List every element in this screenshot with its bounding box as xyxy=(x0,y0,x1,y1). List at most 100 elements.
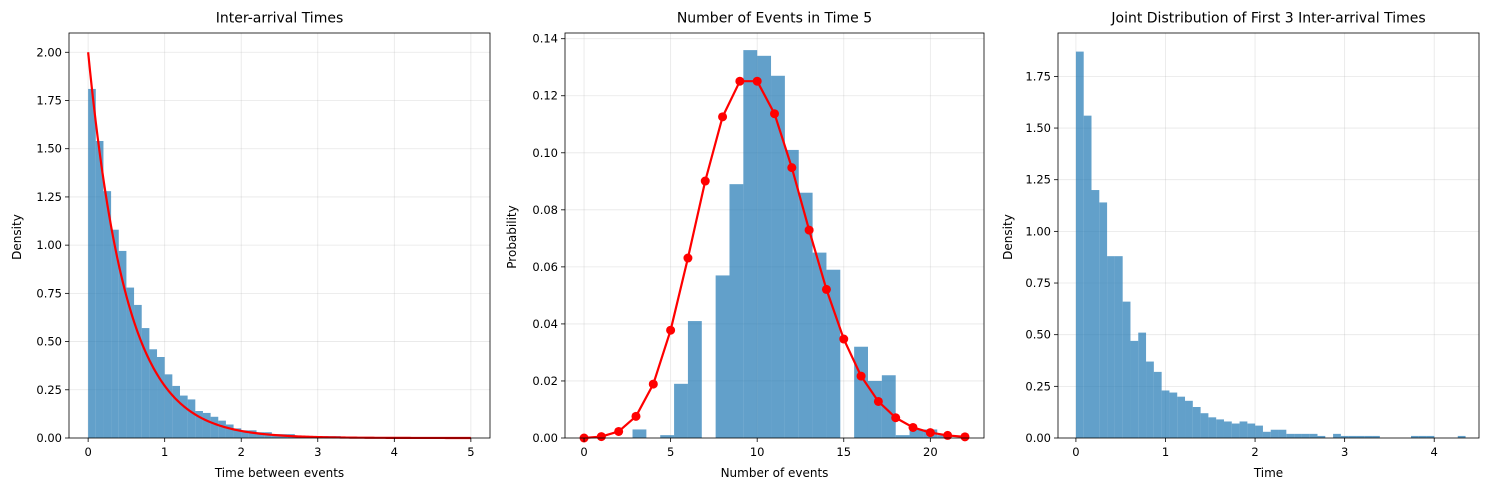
histogram-bar xyxy=(1075,51,1084,439)
histogram-bar xyxy=(1317,435,1326,438)
histogram-bar xyxy=(826,269,841,438)
joint-distribution-chart: Joint Distribution of First 3 Inter-arri… xyxy=(1001,11,1480,480)
x-tick-label: 5 xyxy=(467,445,474,459)
histogram-bar xyxy=(1146,361,1154,438)
histogram-bar xyxy=(88,88,96,438)
histogram-bar xyxy=(715,275,730,438)
data-point xyxy=(666,325,676,335)
histogram-bar xyxy=(1301,433,1310,438)
histogram-bar xyxy=(1185,400,1193,438)
histogram-bar xyxy=(225,424,234,438)
x-tick-label: 2 xyxy=(1251,445,1258,459)
histogram-bar xyxy=(1278,429,1287,438)
histogram-bar xyxy=(164,374,173,438)
histogram-bar xyxy=(210,416,219,438)
y-tick-label: 1.25 xyxy=(36,190,62,204)
y-tick-label: 1.50 xyxy=(1025,121,1051,135)
plot-frame xyxy=(1057,32,1480,439)
y-tick-label: 0.00 xyxy=(36,431,62,445)
histogram-bar xyxy=(1192,407,1201,438)
y-tick-label: 0.00 xyxy=(532,431,558,445)
histogram-bar xyxy=(798,192,813,438)
data-point xyxy=(718,112,728,122)
histogram-bar xyxy=(729,184,744,438)
histogram-bar xyxy=(134,304,142,438)
histogram-bar xyxy=(1286,433,1295,438)
axes: 0 1 2 3 4 0.00 0.25 0.50 0.75 1.00 1.25 1.50 1.75 xyxy=(1025,32,1480,459)
histogram-bar xyxy=(1411,435,1419,438)
y-tick-label: 0.02 xyxy=(532,374,558,388)
data-point xyxy=(925,428,935,438)
histogram-bar xyxy=(1372,435,1380,438)
histogram-bar xyxy=(1340,435,1349,438)
y-tick-label: 0.08 xyxy=(532,203,558,217)
y-tick-label: 0.04 xyxy=(532,317,558,331)
histogram-bar xyxy=(1255,425,1263,438)
histogram-bar xyxy=(1294,433,1302,438)
histogram-bars xyxy=(632,50,952,439)
y-tick-label: 2.00 xyxy=(36,45,62,59)
histogram-bar xyxy=(1122,301,1131,438)
y-tick-label: 1.75 xyxy=(36,94,62,108)
axes: 0 5 10 15 20 0.00 0.02 0.04 0.06 0.08 0.10 0.12 0.14 xyxy=(532,32,985,459)
histogram-bar xyxy=(248,430,257,438)
histogram-bar xyxy=(1099,202,1108,438)
histogram-bar xyxy=(1107,256,1115,438)
y-tick-label: 0.75 xyxy=(1025,276,1051,290)
histogram-bar xyxy=(1333,433,1341,438)
histogram-bar xyxy=(1457,435,1466,438)
y-tick-label: 1.00 xyxy=(1025,224,1051,238)
histogram-bar xyxy=(854,346,868,438)
histogram-bar xyxy=(1091,190,1100,438)
data-point xyxy=(700,176,710,186)
histogram-bar xyxy=(1231,423,1240,438)
chart-title: Number of Events in Time 5 xyxy=(677,11,872,27)
histogram-bar xyxy=(218,420,226,438)
histogram-bar xyxy=(233,428,242,438)
y-axis-label: Density xyxy=(10,214,24,260)
x-tick-label: 10 xyxy=(750,445,765,459)
x-tick-label: 15 xyxy=(836,445,851,459)
x-axis-label: Time between events xyxy=(214,466,344,480)
data-point xyxy=(873,396,883,406)
data-point xyxy=(804,225,814,235)
histogram-bar xyxy=(743,50,758,439)
histogram-bar xyxy=(103,191,112,438)
histogram-bar xyxy=(1426,435,1435,438)
y-tick-label: 0.50 xyxy=(1025,328,1051,342)
y-tick-label: 1.50 xyxy=(36,142,62,156)
grid xyxy=(69,33,490,439)
overlay xyxy=(579,76,970,443)
histogram-bar xyxy=(1083,115,1092,438)
x-tick-label: 4 xyxy=(1431,445,1438,459)
axes: 0 1 2 3 4 5 0.00 0.25 0.50 0.75 1.00 1.25 1.50 1.75 2.… xyxy=(36,32,491,459)
histogram-bar xyxy=(1247,423,1256,438)
y-axis-label: Density xyxy=(1001,214,1015,260)
data-point xyxy=(839,334,849,344)
inter-arrival-chart: Inter-arrival Times Time between events … xyxy=(10,11,491,480)
data-point xyxy=(631,411,641,421)
histogram-bar xyxy=(141,328,150,438)
histogram-bar xyxy=(195,411,203,438)
histogram-bar xyxy=(1223,421,1232,438)
histogram-bar xyxy=(674,383,688,438)
y-tick-label: 0.12 xyxy=(532,89,558,103)
plot-frame xyxy=(68,32,491,439)
y-tick-label: 0.14 xyxy=(532,32,558,46)
histogram-bars xyxy=(88,88,341,438)
data-point xyxy=(821,284,831,294)
histogram-bar xyxy=(187,399,196,438)
data-point xyxy=(735,76,745,86)
histogram-bar xyxy=(256,432,265,438)
histogram-bar xyxy=(909,429,924,438)
y-tick-label: 0.06 xyxy=(532,260,558,274)
histogram-bar xyxy=(881,375,896,438)
x-tick-label: 1 xyxy=(161,445,168,459)
histogram-bar xyxy=(241,430,249,438)
y-tick-label: 0.50 xyxy=(36,335,62,349)
x-tick-label: 2 xyxy=(238,445,245,459)
data-point xyxy=(960,432,970,442)
histogram-bar xyxy=(1200,413,1209,438)
histogram-bar xyxy=(867,380,882,438)
x-tick-label: 0 xyxy=(84,445,91,459)
